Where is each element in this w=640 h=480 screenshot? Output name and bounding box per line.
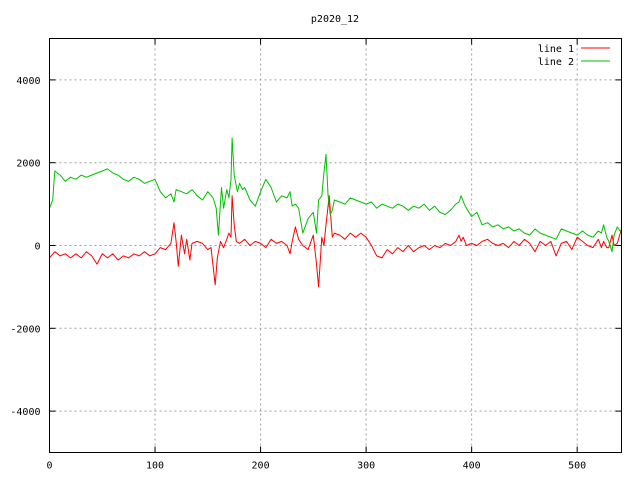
x-tick-label: 400 xyxy=(463,461,481,472)
series-line-1 xyxy=(49,195,622,288)
legend-label: line 1 xyxy=(538,44,574,55)
chart-title: p2020_12 xyxy=(311,14,359,25)
x-tick-label: 500 xyxy=(568,461,586,472)
x-tick-label: 0 xyxy=(46,461,52,472)
y-tick-label: 2000 xyxy=(16,159,40,170)
x-tick-label: 200 xyxy=(252,461,270,472)
series-line-2 xyxy=(49,137,622,253)
y-tick-label: 4000 xyxy=(16,76,40,87)
y-tick-label: -2000 xyxy=(10,324,40,335)
x-tick-label: 300 xyxy=(357,461,375,472)
plot-frame xyxy=(49,38,622,453)
y-tick-label: -4000 xyxy=(10,407,40,418)
legend: line 1 line 2 xyxy=(538,44,610,68)
grid xyxy=(49,38,622,453)
y-tick-label: 0 xyxy=(34,242,40,253)
legend-label: line 2 xyxy=(538,57,574,68)
series-group xyxy=(49,137,622,288)
x-tick-label: 100 xyxy=(146,461,164,472)
axis-ticks: 0 100 200 300 400 500 -4000 -2000 0 2000 4000 xyxy=(10,38,622,472)
